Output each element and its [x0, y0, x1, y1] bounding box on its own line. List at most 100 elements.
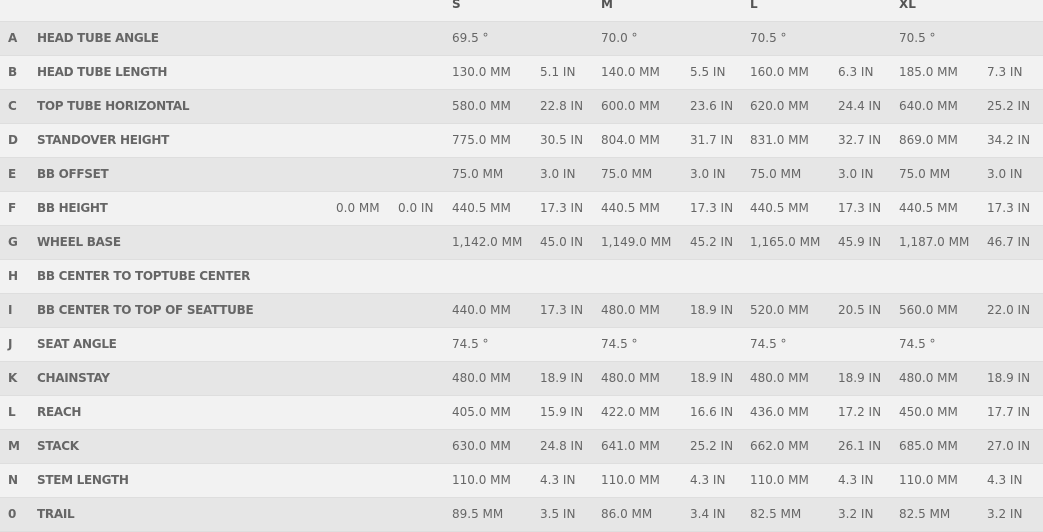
mm-value: 70.5 ° [750, 31, 787, 45]
in-value: 18.9 IN [987, 371, 1031, 385]
extra-mm-value: 0.0 MM [336, 201, 380, 215]
in-value: 18.9 IN [540, 371, 584, 385]
in-value: 18.9 IN [690, 371, 734, 385]
in-value: 24.8 IN [540, 439, 584, 453]
row-letter: E [8, 167, 17, 181]
mm-value: 775.0 MM [452, 133, 511, 147]
in-value: 23.6 IN [690, 99, 734, 113]
mm-value: 662.0 MM [750, 439, 809, 453]
mm-value: 1,187.0 MM [899, 235, 970, 249]
mm-value: 480.0 MM [899, 371, 958, 385]
in-value: 17.3 IN [540, 201, 584, 215]
table-row: L REACH 405.0 MM 15.9 IN 422.0 MM 16.6 IN 436.… [0, 396, 1043, 430]
row-letter: F [8, 201, 17, 215]
mm-value: 1,165.0 MM [750, 235, 821, 249]
in-value: 4.3 IN [690, 473, 726, 487]
in-value: 46.7 IN [987, 235, 1031, 249]
mm-value: 75.0 MM [601, 167, 653, 181]
mm-value: 480.0 MM [452, 371, 511, 385]
size-header-m: M [601, 0, 613, 11]
row-letter: B [8, 65, 18, 79]
table-row: H BB CENTER TO TOPTUBE CENTER [0, 260, 1043, 294]
row-label: CHAINSTAY [37, 371, 110, 385]
mm-value: 630.0 MM [452, 439, 511, 453]
mm-value: 110.0 MM [601, 473, 660, 487]
in-value: 34.2 IN [987, 133, 1031, 147]
mm-value: 405.0 MM [452, 405, 511, 419]
mm-value: 560.0 MM [899, 303, 958, 317]
mm-value: 75.0 MM [750, 167, 802, 181]
mm-value: 422.0 MM [601, 405, 660, 419]
size-header-l: L [750, 0, 758, 11]
in-value: 3.0 IN [838, 167, 874, 181]
in-value: 3.0 IN [987, 167, 1023, 181]
table-row: J SEAT ANGLE 74.5 ° 74.5 ° 74.5 ° 74.5 ° [0, 328, 1043, 362]
row-label: TOP TUBE HORIZONTAL [37, 99, 190, 113]
row-letter: C [8, 99, 17, 113]
mm-value: 1,149.0 MM [601, 235, 672, 249]
row-letter: 0 [8, 507, 17, 521]
in-value: 5.1 IN [540, 65, 576, 79]
table-row: N STEM LENGTH 110.0 MM 4.3 IN 110.0 MM 4.3 IN… [0, 464, 1043, 498]
mm-value: 160.0 MM [750, 65, 809, 79]
in-value: 17.7 IN [987, 405, 1031, 419]
in-value: 45.9 IN [838, 235, 882, 249]
row-label: STANDOVER HEIGHT [37, 133, 169, 147]
table-row: D STANDOVER HEIGHT 775.0 MM 30.5 IN 804.0 MM… [0, 124, 1043, 158]
mm-value: 185.0 MM [899, 65, 958, 79]
in-value: 17.3 IN [987, 201, 1031, 215]
table-row: I BB CENTER TO TOP OF SEATTUBE 440.0 MM 17.… [0, 294, 1043, 328]
mm-value: 480.0 MM [601, 371, 660, 385]
mm-value: 580.0 MM [452, 99, 511, 113]
in-value: 30.5 IN [540, 133, 584, 147]
in-value: 6.3 IN [838, 65, 874, 79]
mm-value: 685.0 MM [899, 439, 958, 453]
row-label: WHEEL BASE [37, 235, 121, 249]
size-header-s: S [452, 0, 461, 11]
in-value: 3.0 IN [690, 167, 726, 181]
in-value: 20.5 IN [838, 303, 882, 317]
in-value: 22.0 IN [987, 303, 1031, 317]
table-row: 0 TRAIL 89.5 MM 3.5 IN 86.0 MM 3.4 IN 82.5 MM 3… [0, 498, 1043, 532]
in-value: 18.9 IN [838, 371, 882, 385]
in-value: 32.7 IN [838, 133, 882, 147]
in-value: 5.5 IN [690, 65, 726, 79]
table-row: K CHAINSTAY 480.0 MM 18.9 IN 480.0 MM 18.9 IN… [0, 362, 1043, 396]
row-letter: D [8, 133, 18, 147]
in-value: 3.2 IN [987, 507, 1023, 521]
size-header-row: S M L XL [0, 0, 1043, 22]
mm-value: 74.5 ° [899, 337, 936, 351]
in-value: 17.2 IN [838, 405, 882, 419]
mm-value: 1,142.0 MM [452, 235, 523, 249]
in-value: 18.9 IN [690, 303, 734, 317]
row-label: BB CENTER TO TOP OF SEATTUBE [37, 303, 254, 317]
mm-value: 110.0 MM [899, 473, 958, 487]
mm-value: 804.0 MM [601, 133, 660, 147]
mm-value: 869.0 MM [899, 133, 958, 147]
row-letter: N [8, 473, 19, 487]
row-letter: A [8, 31, 18, 45]
table-row: M STACK 630.0 MM 24.8 IN 641.0 MM 25.2 IN 662.… [0, 430, 1043, 464]
in-value: 4.3 IN [838, 473, 874, 487]
mm-value: 75.0 MM [452, 167, 504, 181]
row-letter: L [8, 405, 16, 419]
extra-in-value: 0.0 IN [398, 201, 434, 215]
in-value: 22.8 IN [540, 99, 584, 113]
mm-value: 69.5 ° [452, 31, 489, 45]
mm-value: 440.5 MM [601, 201, 660, 215]
in-value: 31.7 IN [690, 133, 734, 147]
row-label: STACK [37, 439, 79, 453]
row-label: STEM LENGTH [37, 473, 129, 487]
mm-value: 440.5 MM [899, 201, 958, 215]
row-label: HEAD TUBE LENGTH [37, 65, 168, 79]
in-value: 45.2 IN [690, 235, 734, 249]
row-letter: G [8, 235, 18, 249]
mm-value: 641.0 MM [601, 439, 660, 453]
in-value: 26.1 IN [838, 439, 882, 453]
in-value: 7.3 IN [987, 65, 1023, 79]
in-value: 25.2 IN [690, 439, 734, 453]
mm-value: 110.0 MM [750, 473, 809, 487]
mm-value: 74.5 ° [452, 337, 489, 351]
table-row: F BB HEIGHT 0.0 MM 0.0 IN 440.5 MM 17.3 IN 440… [0, 192, 1043, 226]
